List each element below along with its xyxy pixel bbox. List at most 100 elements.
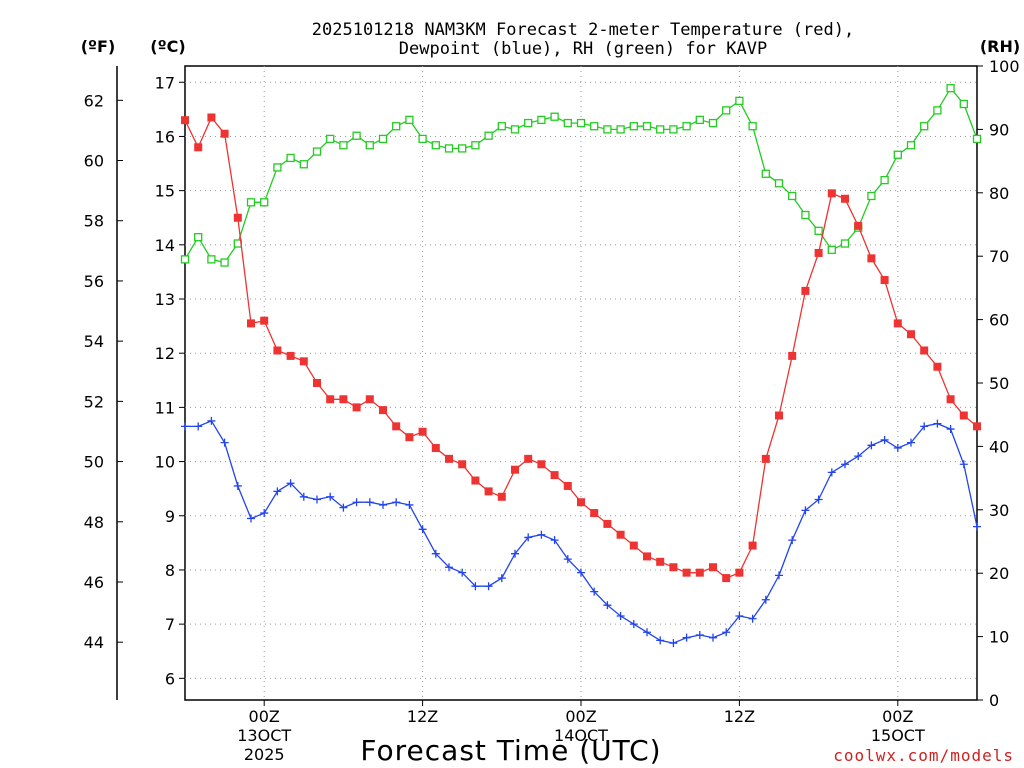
rh-point [774,179,784,188]
dewpoint-point [339,503,348,512]
2-meter-temperature-point [458,460,467,469]
dewpoint-point [973,522,981,531]
dewpoint-point [260,509,269,518]
x-tick-date: 15OCT [871,726,925,745]
2-meter-temperature-point [577,498,585,507]
dewpoint-point [247,514,255,523]
2-meter-temperature-point [352,403,361,412]
rh-point [220,258,229,267]
2-meter-temperature-point [656,557,665,566]
dewpoint-point [656,636,665,645]
dewpoint-point [484,582,493,591]
rh-tick-label: 30 [989,501,1009,520]
rh-point [431,141,440,150]
series-layer [180,84,982,648]
x-axis-label: Forecast Time (UTC) [360,734,661,767]
rh-point [194,233,203,242]
2-meter-temperature-point [722,574,731,583]
rh-point [312,147,322,156]
rh-point [880,175,889,185]
dewpoint-point [524,533,533,542]
rh-point [458,144,467,153]
rh-tick-label: 10 [989,628,1009,647]
rh-axis-label: (RH) [980,37,1020,56]
rh-point [682,122,691,131]
dewpoint-point [709,633,717,642]
2-meter-temperature-point [181,116,189,125]
rh-point [339,141,348,150]
2-meter-temperature-point [920,346,929,355]
dewpoint-point [801,506,810,515]
dewpoint-point [669,639,678,648]
2-meter-temperature-point [299,357,308,366]
2-meter-temperature-point [841,194,849,203]
rh-point [748,122,757,131]
credit-text: coolwx.com/models [833,746,1014,765]
rh-point [207,255,216,264]
rh-point [471,141,480,150]
dewpoint-point [352,498,361,507]
2-meter-temperature-point [233,213,242,222]
rh-point [735,96,744,106]
2-meter-temperature-point [959,411,968,420]
2-meter-temperature-point [273,346,282,355]
x-tick-label: 12Z [407,707,438,726]
rh-point [656,125,665,134]
2-meter-temperature-point [550,471,559,480]
dewpoint-point [590,587,599,596]
rh-tick-label: 20 [989,564,1009,583]
2-meter-temperature-point [603,519,612,528]
2-meter-temperature-point [616,530,625,539]
fahrenheit-tick-label: 48 [84,513,104,532]
dewpoint-point [959,460,968,469]
celsius-tick-label: 6 [165,669,175,688]
dewpoint-point [920,422,929,431]
2-meter-temperature-point [907,330,915,339]
dewpoint-point [194,422,203,431]
2-meter-temperature-point [814,248,823,257]
rh-point [840,239,850,248]
2-meter-temperature-point [973,422,981,431]
rh-point [814,226,823,235]
2-meter-temperature-point [220,129,229,138]
dewpoint-point [326,492,335,501]
rh-tick-label: 90 [989,120,1009,139]
2-meter-temperature-point [194,143,203,152]
rh-point [497,122,506,131]
dewpoint-point [379,500,387,509]
x-tick-year: 2025 [244,745,285,764]
2-meter-temperature-point [748,541,757,550]
2-meter-temperature-point [827,189,836,198]
2-meter-temperature-point [709,563,717,572]
dewpoint-point [286,479,295,488]
celsius-tick-label: 11 [155,398,175,417]
rh-point [524,118,533,128]
fahrenheit-tick-label: 50 [84,453,104,472]
celsius-tick-label: 16 [155,127,175,146]
celsius-tick-label: 8 [165,561,175,580]
dewpoint-point [946,425,955,434]
2-meter-temperature-point [590,509,599,518]
dewpoint-point [445,563,453,572]
rh-tick-label: 70 [989,247,1009,266]
dewpoint-point [616,612,625,621]
2-meter-temperature-point [682,568,691,577]
fahrenheit-axis-label: (ºF) [81,37,116,56]
2-meter-temperature-point [524,454,533,463]
fahrenheit-tick-label: 62 [84,91,104,110]
dewpoint-point [748,614,757,623]
rh-point [642,122,652,131]
rh-point [669,125,678,134]
rh-point [299,160,308,169]
fahrenheit-tick-label: 46 [84,573,104,592]
dewpoint-point [220,438,229,447]
rh-point [788,191,797,201]
dewpoint-point [880,435,889,444]
celsius-tick-label: 14 [155,236,175,255]
dewpoint-point [933,419,942,428]
fahrenheit-tick-label: 54 [84,332,104,351]
rh-point [550,112,559,121]
rh-point [959,99,968,109]
